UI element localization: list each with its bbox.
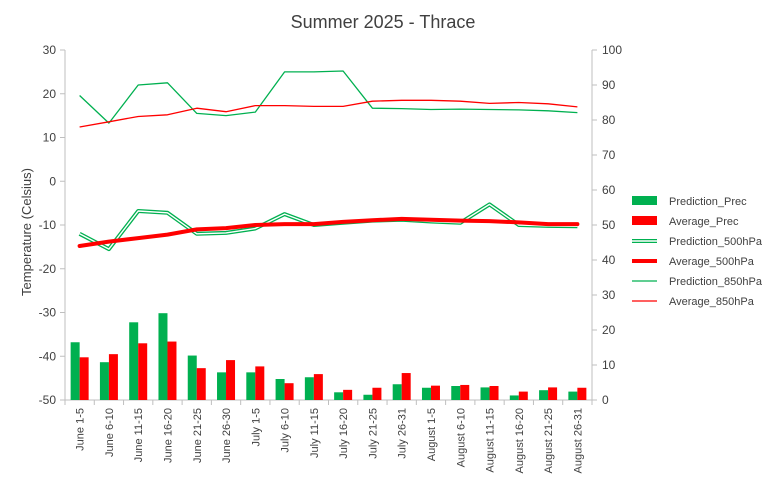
bar-prediction-prec — [363, 394, 373, 400]
line-prediction-850hpa — [79, 70, 578, 124]
x-tick-label: July 6-10 — [280, 408, 292, 453]
bar-prediction-prec — [158, 313, 168, 400]
bar-average-prec — [518, 391, 528, 400]
x-tick-label: July 16-20 — [338, 408, 350, 459]
x-tick-label: August 6-10 — [455, 408, 467, 467]
y-tick-label: 20 — [43, 87, 57, 101]
legend-label-average-prec: Average_Prec — [669, 216, 739, 228]
bar-average-prec — [108, 354, 118, 400]
bar-average-prec — [79, 357, 89, 400]
bars-group — [70, 313, 587, 400]
y-tick-label: -40 — [39, 349, 57, 363]
y2-tick-label: 40 — [602, 253, 616, 267]
bar-average-prec — [313, 374, 323, 400]
legend-label-average-850hpa: Average_850hPa — [669, 296, 755, 308]
x-tick-label: August 21-25 — [543, 408, 555, 473]
x-tick-label: August 16-20 — [514, 408, 526, 473]
line-average-500hpa — [77, 216, 580, 248]
bar-average-prec — [284, 383, 294, 400]
y2-tick-label: 30 — [602, 288, 616, 302]
y2-tick-label: 100 — [602, 43, 622, 57]
legend-label-prediction-500hpa: Prediction_500hPa — [669, 236, 763, 248]
y2-tick-label: 80 — [602, 113, 616, 127]
y-tick-label: 30 — [43, 43, 57, 57]
bar-prediction-prec — [129, 322, 139, 400]
bar-prediction-prec — [304, 377, 314, 400]
lines-group — [77, 70, 580, 252]
y-tick-label: 0 — [49, 174, 56, 188]
x-tick-label: July 21-25 — [367, 408, 379, 459]
legend-label-prediction-850hpa: Prediction_850hPa — [669, 276, 763, 288]
bar-prediction-prec — [568, 391, 578, 400]
legend-swatch-average-prec — [632, 216, 657, 225]
y2-tick-label: 60 — [602, 183, 616, 197]
y-tick-label: -30 — [39, 306, 57, 320]
y-tick-label: -20 — [39, 262, 57, 276]
bar-prediction-prec — [70, 342, 80, 400]
bar-average-prec — [343, 389, 353, 400]
bar-average-prec — [196, 368, 206, 400]
x-tick-label: August 11-15 — [485, 408, 497, 473]
bar-prediction-prec — [451, 386, 461, 400]
y2-tick-label: 20 — [602, 323, 616, 337]
legend: Prediction_Prec Average_Prec Prediction_50… — [632, 196, 763, 308]
bar-average-prec — [401, 373, 411, 400]
y-tick-label: -50 — [39, 393, 57, 407]
x-tick-label: July 1-5 — [250, 408, 262, 447]
bar-prediction-prec — [217, 372, 227, 400]
bar-prediction-prec — [275, 379, 285, 400]
legend-swatch-prediction-prec — [632, 196, 657, 205]
bar-average-prec — [372, 387, 382, 400]
y2-tick-label: 70 — [602, 148, 616, 162]
chart-title: Summer 2025 - Thrace — [291, 12, 476, 32]
legend-label-average-500hpa: Average_500hPa — [669, 256, 755, 268]
y-tick-label: -10 — [39, 218, 57, 232]
y2-tick-label: 50 — [602, 218, 616, 232]
y-tick-label: 10 — [43, 131, 57, 145]
bar-average-prec — [489, 386, 499, 400]
bar-prediction-prec — [480, 387, 490, 400]
legend-label-prediction-prec: Prediction_Prec — [669, 196, 747, 208]
bar-prediction-prec — [246, 372, 256, 400]
bar-prediction-prec — [187, 355, 197, 400]
x-tick-label: June 11-15 — [133, 408, 145, 462]
bar-average-prec — [577, 387, 587, 400]
x-tick-label: August 1-5 — [426, 408, 438, 461]
x-tick-label: June 21-25 — [192, 408, 204, 463]
bar-prediction-prec — [334, 392, 344, 400]
x-tick-label: June 16-20 — [162, 408, 174, 463]
x-tick-label: August 26-31 — [572, 408, 584, 473]
line-prediction-500hpa — [78, 202, 578, 252]
y2-tick-label: 90 — [602, 78, 616, 92]
y2-tick-label: 10 — [602, 358, 616, 372]
bar-average-prec — [226, 360, 236, 400]
x-tick-label: June 6-10 — [104, 408, 116, 457]
y2-tick-label: 0 — [602, 393, 609, 407]
bar-average-prec — [138, 343, 148, 400]
bar-average-prec — [430, 385, 440, 400]
bar-average-prec — [548, 387, 558, 400]
axes-group: 3020100-10-20-30-40-50100908070605040302… — [39, 43, 623, 473]
bar-average-prec — [255, 366, 265, 400]
x-tick-label: July 11-15 — [309, 408, 321, 458]
x-tick-label: June 1-5 — [75, 408, 87, 451]
line-average-850hpa — [79, 99, 578, 128]
bar-prediction-prec — [539, 390, 549, 400]
bar-prediction-prec — [509, 395, 519, 400]
bar-average-prec — [460, 384, 470, 400]
bar-prediction-prec — [392, 384, 402, 400]
x-tick-label: July 26-31 — [397, 408, 409, 459]
bar-prediction-prec — [99, 362, 109, 400]
x-tick-label: June 26-30 — [221, 408, 233, 463]
bar-average-prec — [167, 341, 177, 400]
bar-prediction-prec — [421, 387, 431, 400]
y-axis-title: Temperature (Celsius) — [19, 168, 34, 296]
